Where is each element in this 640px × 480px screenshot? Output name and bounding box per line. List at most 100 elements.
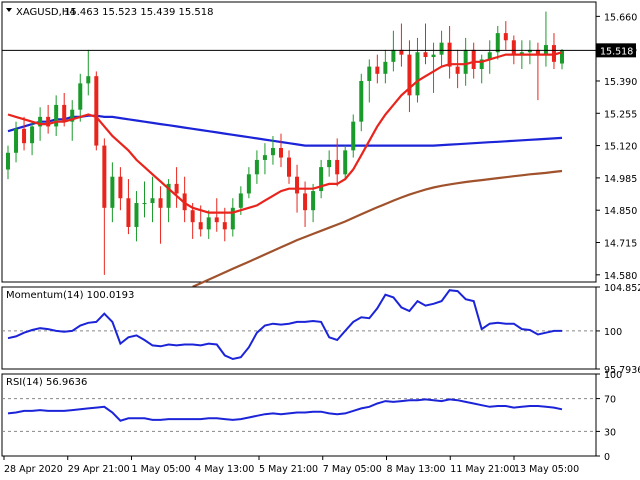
candle-body <box>375 66 380 74</box>
candle-body <box>38 116 43 127</box>
candle-body <box>222 222 227 230</box>
time-tick-label: 1 May 05:00 <box>132 464 191 475</box>
momentum-tick-label: 95.7936 <box>604 365 640 376</box>
candle-body <box>46 116 51 127</box>
candle-body <box>319 167 324 192</box>
rsi-line <box>7 398 563 422</box>
candle-body <box>447 42 452 67</box>
candle-body <box>62 104 67 122</box>
time-tick-label: 29 Apr 21:00 <box>68 464 130 475</box>
candle-body <box>455 66 460 74</box>
time-tick-label: 28 Apr 2020 <box>4 464 63 475</box>
time-tick-label: 5 May 21:00 <box>259 464 318 475</box>
candle-body <box>439 42 444 55</box>
price-tick-label: 14.985 <box>604 174 637 185</box>
candle-body <box>527 49 532 53</box>
candle-body <box>150 198 155 204</box>
candle-body <box>431 54 436 58</box>
rsi-tick-label: 0 <box>604 452 610 463</box>
candle-body <box>407 54 412 96</box>
candle-body <box>327 159 332 168</box>
candle-body <box>335 159 340 175</box>
momentum-tick-label: 100 <box>604 327 622 338</box>
candle-body <box>471 49 476 70</box>
candle-body <box>351 121 356 151</box>
candle-body <box>206 217 211 230</box>
rsi-plot-frame <box>1 373 597 457</box>
candle-body <box>391 49 396 62</box>
fast-ma-line <box>7 51 563 214</box>
candle-body <box>487 52 492 60</box>
candle-body <box>560 50 564 64</box>
rsi-tick-label: 30 <box>604 427 616 438</box>
candle-body <box>174 183 179 194</box>
last-price-tag <box>596 43 636 58</box>
momentum-plot-frame <box>1 286 597 370</box>
candle-body <box>287 157 292 177</box>
last-price-label: 15.518 <box>600 46 633 57</box>
candle-body <box>198 222 203 230</box>
momentum-tick-label: 104.8522 <box>604 283 640 294</box>
candle-body <box>343 150 348 175</box>
candle-body <box>86 76 91 84</box>
candle-body <box>262 155 267 160</box>
symbol-title: XAGUSD,H4 <box>16 7 76 18</box>
candle-body <box>479 59 484 70</box>
candle-body <box>359 80 364 122</box>
candle-body <box>190 210 195 223</box>
candle-body <box>519 52 524 55</box>
candle-body <box>158 198 163 208</box>
collapse-triangle-icon[interactable] <box>6 8 12 12</box>
momentum-title: Momentum(14) 100.0193 <box>6 290 134 301</box>
candle-body <box>230 207 235 230</box>
candle-body <box>142 203 147 205</box>
candle-body <box>399 49 404 55</box>
candle-body <box>511 40 516 55</box>
time-tick-label: 11 May 21:00 <box>450 464 515 475</box>
candle-body <box>415 52 420 96</box>
candle-body <box>118 176 123 199</box>
time-tick-label: 7 May 05:00 <box>323 464 382 475</box>
momentum-panel[interactable]: 104.8522 100 95.7936 <box>1 283 640 376</box>
candle-body <box>110 176 115 208</box>
time-tick-label: 8 May 13:00 <box>387 464 446 475</box>
candle-body <box>14 128 19 153</box>
price-tick-label: 14.715 <box>604 239 637 250</box>
momentum-line <box>7 289 562 361</box>
candle-body <box>278 147 283 158</box>
panel-titles: XAGUSD,H4 15.463 15.523 15.439 15.518 Mo… <box>6 7 214 388</box>
candle-body <box>311 191 316 211</box>
candle-body <box>22 128 27 144</box>
time-axis: 28 Apr 2020 29 Apr 21:00 1 May 05:00 4 May … <box>3 456 579 475</box>
candle-body <box>295 176 300 194</box>
time-tick-label: 13 May 05:00 <box>514 464 579 475</box>
price-tick-label: 15.255 <box>604 109 637 120</box>
candle-body <box>254 159 259 175</box>
candle-body <box>166 183 171 208</box>
price-panel[interactable]: 15.66015.52515.39015.25515.12014.98514.8… <box>1 1 637 288</box>
candle-body <box>94 76 99 146</box>
candle-body <box>126 198 131 227</box>
candle-body <box>367 66 372 81</box>
candle-body <box>270 147 275 156</box>
candle-body <box>54 104 59 127</box>
rsi-title: RSI(14) 56.9636 <box>6 377 87 388</box>
candle-body <box>303 193 308 211</box>
price-tick-label: 15.120 <box>604 142 637 153</box>
candle-body <box>495 33 500 53</box>
candle-body <box>503 33 508 41</box>
rsi-panel[interactable]: 100 70 30 0 <box>1 370 622 463</box>
candle-body <box>535 49 540 55</box>
time-tick-label: 4 May 13:00 <box>195 464 254 475</box>
rsi-tick-label: 70 <box>604 395 616 406</box>
candle-body <box>70 109 75 122</box>
candle-body <box>30 126 35 144</box>
price-tick-label: 14.580 <box>604 271 637 282</box>
candle-body <box>423 52 428 58</box>
ohlc-readout: 15.463 15.523 15.439 15.518 <box>64 7 214 18</box>
candle-body <box>463 49 468 74</box>
slow-ma-line <box>192 169 563 288</box>
price-tick-label: 14.850 <box>604 206 637 217</box>
candle-body <box>134 203 139 227</box>
